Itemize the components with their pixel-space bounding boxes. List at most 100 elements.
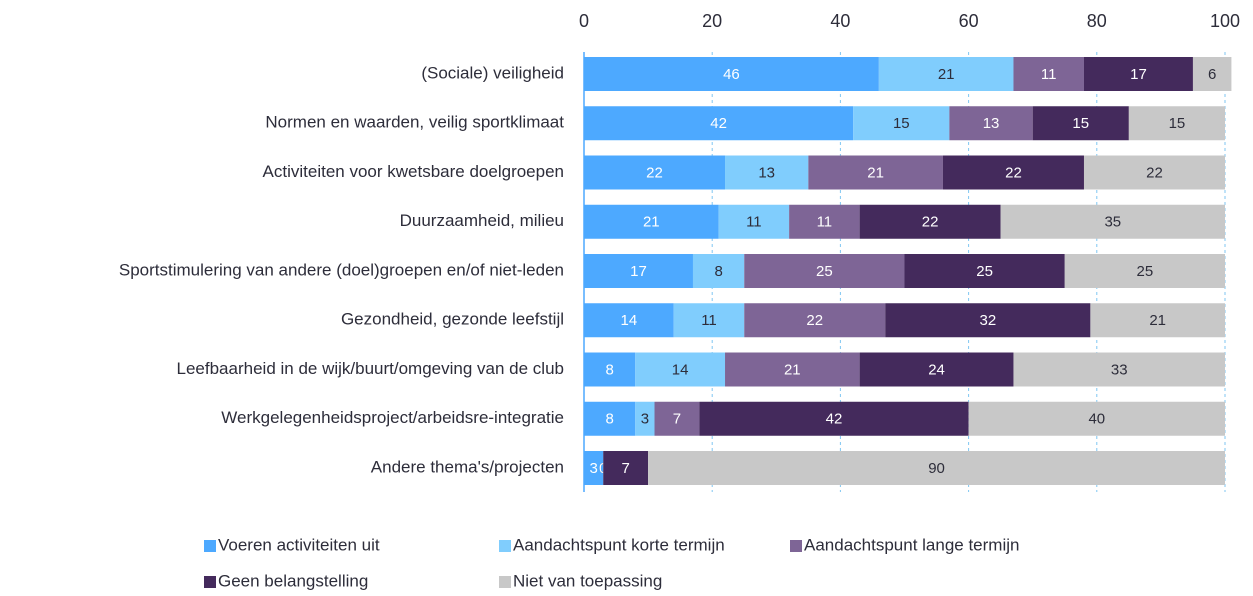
data-label: 22	[1146, 164, 1163, 181]
bar-segment	[859, 352, 1014, 387]
legend-marker	[204, 576, 216, 588]
bar-segment	[635, 401, 655, 436]
data-label: 15	[893, 115, 910, 132]
bar-segment	[584, 254, 693, 288]
bar-segment	[584, 204, 719, 239]
data-label: 13	[758, 164, 775, 181]
bar-segment	[859, 204, 1001, 239]
category-label: Leefbaarheid in de wijk/buurt/omgeving v…	[177, 359, 564, 378]
category-label: Werkgelegenheidsproject/arbeidsre-integr…	[221, 408, 564, 427]
category-label: Duurzaamheid, milieu	[400, 211, 564, 230]
data-label: 8	[714, 263, 722, 280]
data-label: 21	[867, 164, 884, 181]
bar-segment	[878, 57, 1014, 91]
x-tick-label: 0	[579, 11, 589, 31]
data-label: 22	[922, 214, 939, 231]
legend-label: Niet van toepassing	[513, 571, 662, 590]
data-label: 33	[1111, 361, 1128, 378]
bar-segment	[584, 106, 854, 141]
legend-marker	[204, 540, 216, 552]
data-label: 24	[928, 361, 945, 378]
bar-segment	[1064, 254, 1225, 288]
data-label: 11	[701, 312, 717, 329]
bar-segment	[1128, 106, 1225, 141]
bar-segment	[584, 451, 604, 485]
legend-marker	[790, 540, 802, 552]
bar-segment	[1083, 155, 1225, 190]
data-label: 42	[710, 115, 727, 132]
bar-segment	[942, 155, 1084, 190]
bar-segment	[584, 155, 726, 190]
data-label: 42	[826, 411, 843, 428]
data-label: 25	[816, 263, 833, 280]
bar-segment	[789, 204, 860, 239]
bar-segment	[725, 352, 860, 387]
bar-segment	[853, 106, 950, 141]
bar-segment	[1192, 57, 1232, 91]
data-label: 22	[806, 312, 823, 329]
bar-segment	[584, 303, 674, 338]
data-label: 7	[621, 460, 629, 477]
bar-segment	[949, 106, 1033, 141]
data-label: 90	[928, 460, 945, 477]
bar-segment	[1000, 204, 1225, 239]
legend-label: Voeren activiteiten uit	[218, 535, 380, 554]
data-label: 21	[938, 66, 955, 83]
data-label: 17	[630, 263, 647, 280]
bar-segment	[1013, 352, 1225, 387]
data-label: 17	[1130, 66, 1147, 83]
data-label: 11	[746, 214, 762, 231]
data-label: 22	[646, 164, 663, 181]
bar-segment	[635, 352, 726, 387]
bar-segment	[885, 303, 1091, 338]
data-label: 15	[1169, 115, 1186, 132]
data-label: 3	[641, 411, 649, 428]
data-label: 8	[605, 361, 613, 378]
bar-segment	[1090, 303, 1225, 338]
x-tick-label: 100	[1210, 11, 1240, 31]
data-label: 11	[1041, 66, 1057, 83]
bar-segment	[699, 401, 969, 436]
data-label: 35	[1104, 214, 1121, 231]
data-label: 25	[1137, 263, 1154, 280]
category-label: Normen en waarden, veilig sportklimaat	[265, 113, 564, 132]
x-tick-label: 60	[959, 11, 979, 31]
data-label: 21	[643, 214, 660, 231]
bar-segment	[603, 451, 649, 485]
bar-segment	[692, 254, 745, 288]
data-label: 21	[1149, 312, 1166, 329]
bar-segment	[725, 155, 809, 190]
bar-segment	[744, 303, 886, 338]
bar-segment	[673, 303, 745, 338]
data-label: 14	[672, 361, 689, 378]
legend-marker	[499, 540, 511, 552]
x-tick-label: 20	[702, 11, 722, 31]
data-label: 11	[817, 214, 833, 231]
bar-segment	[584, 57, 879, 91]
bar-segment	[1032, 106, 1129, 141]
data-label: 46	[723, 66, 740, 83]
category-label: (Sociale) veiligheid	[421, 63, 564, 82]
bar-segment	[584, 352, 636, 387]
bar-segment	[808, 155, 943, 190]
data-label: 8	[605, 411, 613, 428]
x-tick-label: 40	[830, 11, 850, 31]
legend-marker	[499, 576, 511, 588]
bar-segment	[718, 204, 790, 239]
bar-segment	[968, 401, 1225, 436]
bar-segment	[1013, 57, 1084, 91]
bar-segment	[648, 451, 1225, 485]
legend-label: Aandachtspunt korte termijn	[513, 535, 725, 554]
data-label: 32	[979, 312, 996, 329]
data-label: 22	[1005, 164, 1022, 181]
bar-segment	[1083, 57, 1193, 91]
data-label: 21	[784, 361, 801, 378]
category-label: Sportstimulering van andere (doel)groepe…	[119, 260, 564, 279]
bar-segment	[584, 401, 636, 436]
legend-label: Aandachtspunt lange termijn	[804, 535, 1019, 554]
data-label: 15	[1072, 115, 1089, 132]
bar-segment	[744, 254, 905, 288]
x-tick-label: 80	[1087, 11, 1107, 31]
legend-label: Geen belangstelling	[218, 571, 368, 590]
